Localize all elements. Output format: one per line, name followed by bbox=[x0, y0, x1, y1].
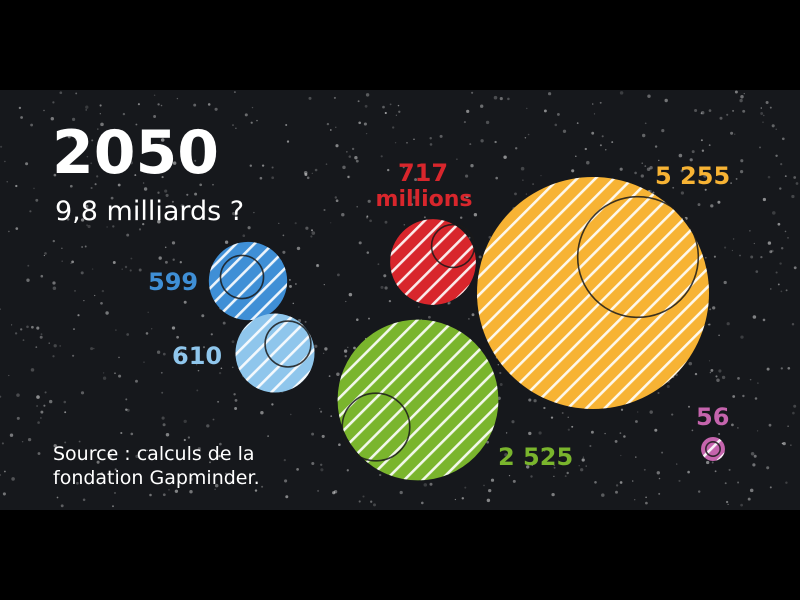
bubble-red bbox=[390, 219, 476, 305]
unit-label: millions bbox=[376, 187, 473, 212]
value-label-pink: 56 bbox=[696, 403, 729, 431]
bubble-pink bbox=[701, 437, 725, 461]
bubble-group bbox=[208, 177, 725, 481]
chart-title: 2050 bbox=[52, 118, 219, 188]
source-line-1: Source : calculs de la bbox=[53, 443, 255, 465]
bubble-orange bbox=[477, 177, 709, 409]
bubble-light-blue bbox=[235, 313, 315, 393]
value-label-blue: 599 bbox=[148, 268, 198, 296]
value-label-red: 717 bbox=[398, 159, 448, 187]
value-label-orange: 5 255 bbox=[655, 162, 730, 190]
bubble-green bbox=[337, 319, 499, 481]
source-line-2: fondation Gapminder. bbox=[53, 467, 260, 489]
bubble-blue bbox=[208, 241, 288, 321]
value-label-light-blue: 610 bbox=[172, 342, 222, 370]
chart-subtitle: 9,8 milliards ? bbox=[55, 196, 244, 227]
value-label-green: 2 525 bbox=[498, 443, 573, 471]
